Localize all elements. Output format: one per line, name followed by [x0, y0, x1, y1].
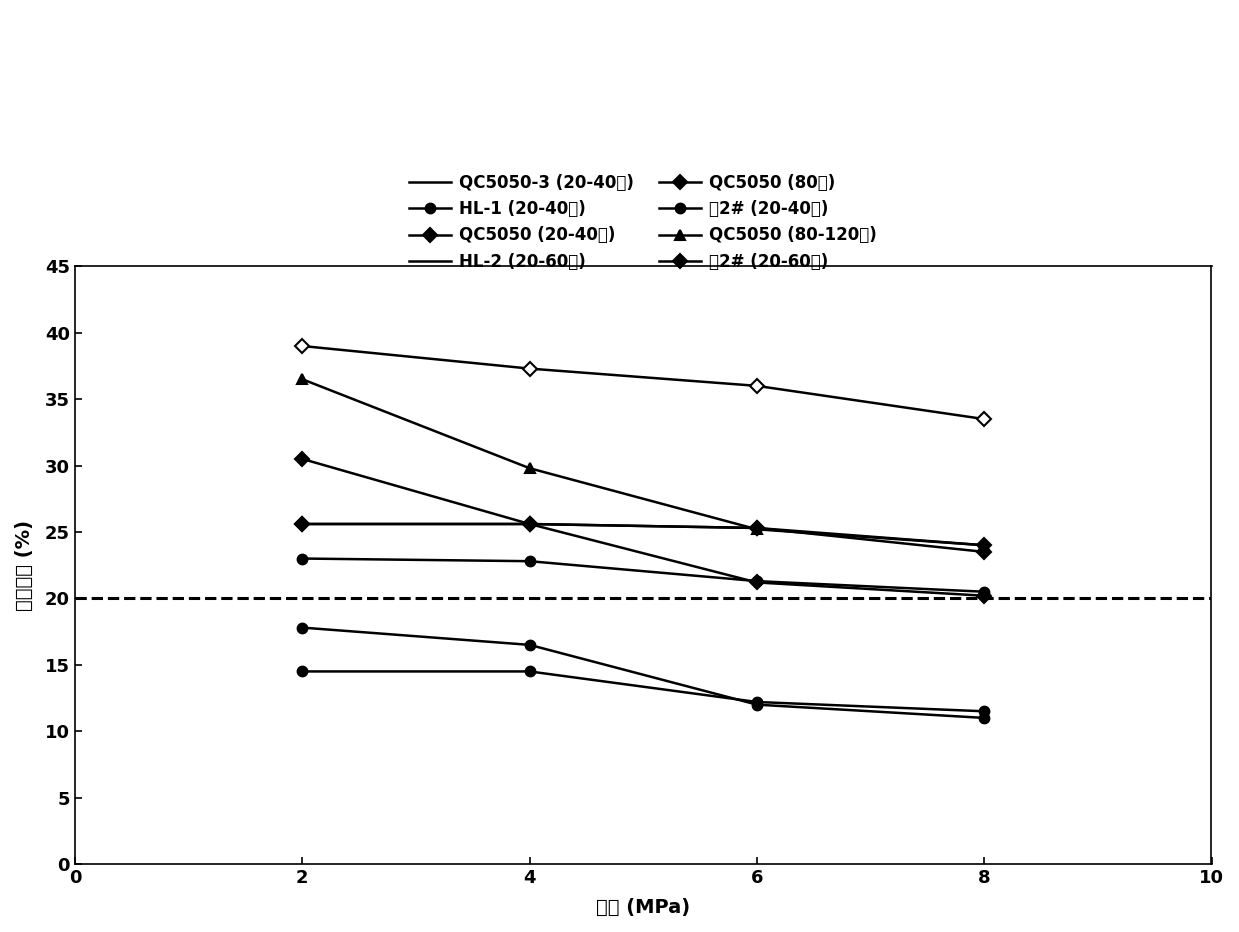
QC5050 (80-120目)	[522, 462, 536, 473]
乔2# (20-40目)	[976, 586, 991, 597]
QC5050-3 (20-40目)	[522, 363, 536, 374]
乔2# (20-40目)	[522, 555, 536, 567]
QC5050 (20-40目)	[976, 590, 991, 601]
Line: HL-1 (20-40目): HL-1 (20-40目)	[297, 666, 989, 716]
乔2# (20-60目)	[750, 523, 764, 534]
乔2# (20-40目)	[295, 553, 310, 564]
QC5050 (80-120目)	[750, 524, 764, 535]
QC5050 (80目)	[750, 523, 764, 534]
QC5050 (20-40目)	[295, 453, 310, 464]
乔2# (20-60目)	[976, 540, 991, 551]
QC5050 (80目)	[522, 518, 536, 529]
Line: QC5050 (80目): QC5050 (80目)	[297, 519, 989, 556]
HL-2 (20-60目)	[295, 622, 310, 633]
QC5050 (20-40目)	[750, 577, 764, 588]
QC5050 (80目)	[295, 518, 310, 529]
QC5050-3 (20-40目)	[976, 414, 991, 425]
Line: 乔2# (20-40目): 乔2# (20-40目)	[297, 554, 989, 596]
QC5050-3 (20-40目)	[750, 380, 764, 391]
Line: QC5050 (20-40目): QC5050 (20-40目)	[297, 454, 989, 600]
HL-1 (20-40目)	[750, 696, 764, 707]
Line: 乔2# (20-60目): 乔2# (20-60目)	[297, 519, 989, 550]
QC5050 (80-120目)	[976, 540, 991, 551]
HL-2 (20-60目)	[976, 712, 991, 723]
HL-1 (20-40目)	[976, 706, 991, 717]
HL-1 (20-40目)	[522, 665, 536, 677]
Line: HL-2 (20-60目): HL-2 (20-60目)	[297, 623, 989, 723]
Line: QC5050-3 (20-40目): QC5050-3 (20-40目)	[297, 341, 989, 424]
QC5050 (80目)	[976, 546, 991, 557]
HL-2 (20-60目)	[522, 639, 536, 651]
乔2# (20-60目)	[522, 518, 536, 529]
Y-axis label: 回弹系数 (%): 回弹系数 (%)	[15, 520, 33, 610]
乔2# (20-40目)	[750, 576, 764, 587]
Legend: QC5050-3 (20-40目), HL-1 (20-40目), QC5050 (20-40目), HL-2 (20-60目), QC5050 (80目), : QC5050-3 (20-40目), HL-1 (20-40目), QC5050…	[403, 167, 883, 278]
X-axis label: 压力 (MPa): 压力 (MPa)	[596, 898, 690, 917]
HL-1 (20-40目)	[295, 665, 310, 677]
QC5050 (20-40目)	[522, 518, 536, 529]
QC5050-3 (20-40目)	[295, 340, 310, 351]
乔2# (20-60目)	[295, 518, 310, 529]
QC5050 (80-120目)	[295, 374, 310, 385]
HL-2 (20-60目)	[750, 699, 764, 710]
Line: QC5050 (80-120目): QC5050 (80-120目)	[297, 375, 989, 550]
